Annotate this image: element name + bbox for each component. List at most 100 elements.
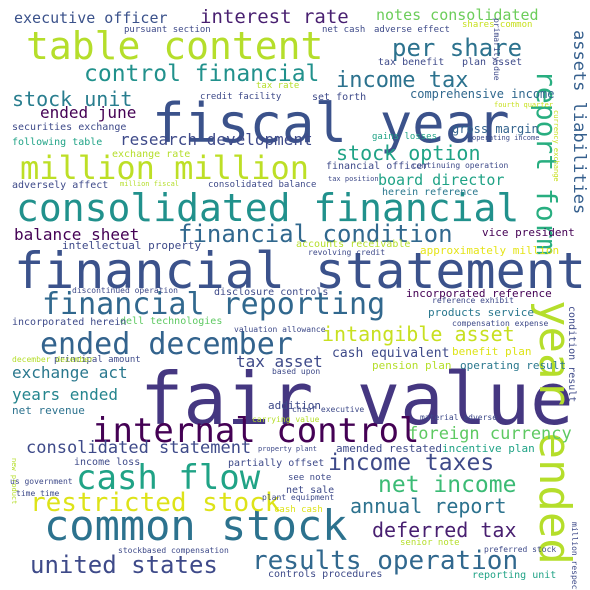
word-shares-common: shares common — [462, 20, 533, 30]
word-primarily-due: primarily due — [492, 18, 501, 81]
word-year-ended: year ended — [529, 300, 580, 565]
word-exchange-rate: exchange rate — [112, 149, 191, 160]
word-discontinued-operation: discontinued operation — [72, 286, 178, 295]
word-accounts-receivable: accounts receivable — [296, 239, 411, 250]
word-tax-rate: tax rate — [256, 81, 300, 91]
word-financial-statement: financial statement — [14, 242, 586, 300]
word-principal-amount: principal amount — [54, 355, 141, 365]
word-incorporated-herein: incorporated herein — [12, 317, 127, 328]
word-reporting-unit: reporting unit — [472, 570, 557, 581]
word-disclosure-controls: disclosure controls — [214, 287, 329, 298]
word-million-respectively: million respectively — [570, 522, 579, 590]
word-net-income: net income — [378, 472, 517, 498]
word-addition: addition — [268, 399, 321, 412]
word-reference-exhibit: reference exhibit — [432, 296, 514, 305]
word-executive-officer: executive officer — [14, 9, 168, 27]
word-income-tax: income tax — [336, 68, 469, 93]
word-stock-option: stock option — [336, 141, 481, 165]
word-million-million: million million — [20, 149, 309, 187]
word-new-product: new product — [10, 458, 18, 505]
word-december-december: december december — [12, 355, 94, 364]
word-operating-income: operating income — [472, 134, 540, 142]
word-annual-report: annual report — [350, 494, 507, 518]
word-united-states: united states — [30, 551, 218, 579]
word-years-ended: years ended — [12, 385, 118, 404]
word-vice-president: vice president — [482, 226, 575, 239]
word-benefit-plan: benefit plan — [452, 345, 532, 358]
word-research-development: research development — [120, 130, 313, 149]
word-adversely-affect: adversely affect — [12, 180, 109, 191]
word-revolving-credit: revolving credit — [308, 248, 386, 257]
word-carrying-value: carrying value — [252, 415, 320, 424]
word-internal-control: internal control — [92, 411, 420, 451]
word-products-service: products service — [428, 306, 534, 319]
word-material-adverse: material adverse — [420, 413, 498, 422]
word-notes-consolidated: notes consolidated — [376, 6, 539, 24]
word-fiscal-year: fiscal year — [152, 92, 510, 155]
word-pursuant-section: pursuant section — [124, 25, 211, 35]
word-credit-facility: credit facility — [200, 92, 282, 102]
word-net-sale: net sale — [286, 485, 335, 496]
word-per-share: per share — [392, 34, 523, 62]
word-results-operation: results operation — [252, 546, 519, 576]
word-us-government: us government — [10, 477, 73, 486]
word-set-forth: set forth — [312, 92, 367, 103]
word-see-note: see note — [288, 473, 332, 483]
word-property-plant: property plant — [258, 445, 318, 453]
word-amended-restated: amended restated — [336, 442, 442, 455]
word-controls-procedures: controls procedures — [268, 569, 383, 580]
word-incentive-plan: incentive plan — [442, 442, 535, 455]
word-million-fiscal: million fiscal — [120, 180, 180, 188]
word-herein-reference: herein reference — [382, 187, 479, 198]
word-foreign-currency: foreign currency — [408, 424, 572, 444]
word-ended-june: ended june — [40, 103, 137, 122]
word-condition-result: condition result — [566, 306, 577, 403]
word-operating-result: operating result — [460, 359, 566, 372]
word-intangible-asset: intangible asset — [322, 322, 515, 346]
word-adverse-effect: adverse effect — [374, 25, 450, 35]
word-partially-offset: partially offset — [228, 458, 325, 469]
word-tax-asset: tax asset — [236, 352, 323, 371]
word-securities-exchange: securities exchange — [12, 122, 127, 133]
word-financial-condition: financial condition — [178, 220, 453, 248]
word-gains-losses: gains losses — [372, 132, 438, 142]
word-senior-note: senior note — [400, 538, 460, 548]
word-balance-sheet: balance sheet — [14, 225, 140, 244]
word-interest-rate: interest rate — [200, 6, 349, 28]
word-report-form: report form — [530, 70, 563, 256]
word-time-time: time time — [16, 489, 60, 498]
word-deferred-tax: deferred tax — [372, 518, 517, 542]
word-financial-reporting: financial reporting — [42, 287, 386, 322]
word-tax-position: tax position — [328, 175, 379, 183]
word-income-taxes: income taxes — [328, 450, 495, 476]
word-valuation-allowance: valuation allowance — [234, 325, 326, 334]
word-approximately-million: approximately million — [420, 244, 560, 257]
word-exchange-act: exchange act — [12, 363, 128, 382]
word-stockbased-compensation: stockbased compensation — [118, 546, 229, 555]
word-consolidated-statement: consolidated statement — [26, 438, 252, 458]
word-cash-flow: cash flow — [76, 458, 261, 498]
word-plan-asset: plan asset — [462, 57, 523, 68]
word-comprehensive-income: comprehensive income — [410, 87, 555, 101]
word-gross-margin: gross margin — [452, 122, 539, 136]
word-consolidated-balance: consolidated balance — [208, 180, 317, 190]
word-tax-benefit: tax benefit — [378, 57, 445, 68]
word-compensation-expense: compensation expense — [452, 319, 549, 328]
word-cash-cash: cash cash — [274, 505, 323, 515]
word-dell-technologies: dell technologies — [120, 316, 223, 327]
word-board-director: board director — [378, 171, 505, 189]
word-pension-plan: pension plan — [372, 359, 452, 372]
word-table-content: table content — [26, 24, 324, 68]
word-continuing-operation: continuing operation — [412, 161, 509, 170]
word-plant-equipment: plant equipment — [262, 493, 335, 502]
word-following-table: following table — [12, 137, 103, 148]
word-intellectual-property: intellectual property — [62, 239, 202, 252]
word-fair-value: fair value — [140, 357, 574, 441]
word-currency-exchange: currency exchange — [552, 110, 560, 182]
word-chief-executive: chief executive — [292, 405, 365, 414]
word-based-upon: based upon — [272, 367, 321, 376]
word-restricted-stock: restricted stock — [30, 488, 281, 518]
word-net-revenue: net revenue — [12, 404, 85, 417]
word-ended-december: ended december — [40, 327, 293, 362]
